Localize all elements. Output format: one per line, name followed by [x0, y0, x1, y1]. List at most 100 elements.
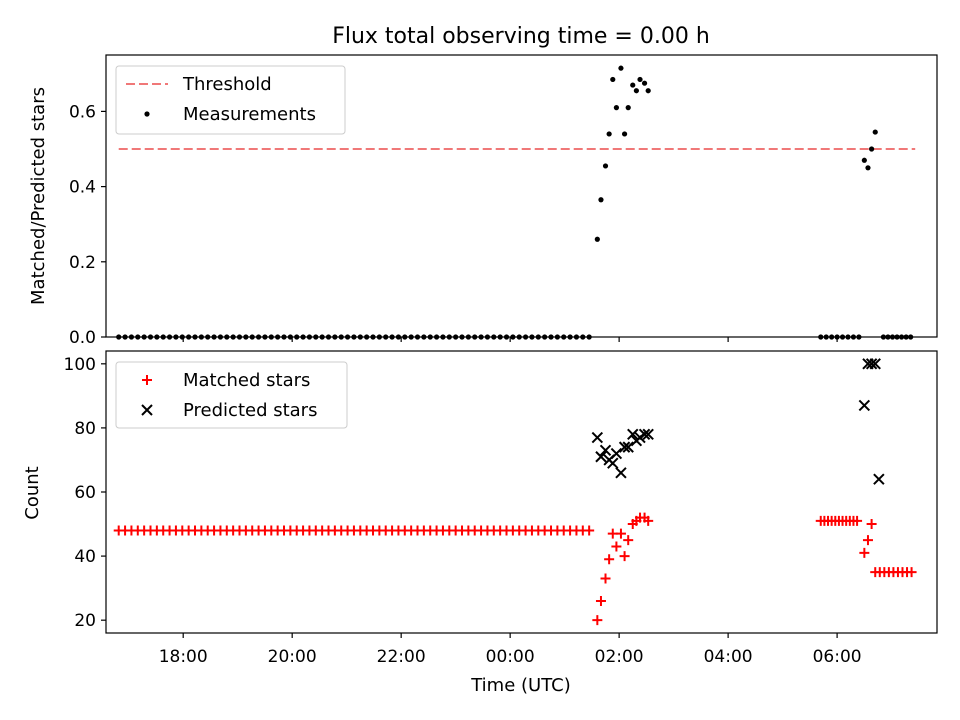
measurement-point	[903, 334, 909, 340]
bottom-x-tick-label: 04:00	[704, 647, 753, 667]
predicted-star-point	[865, 358, 878, 370]
measurement-point	[908, 334, 914, 340]
measurement-point	[633, 88, 639, 94]
matched-star-point	[592, 615, 603, 626]
measurement-point	[472, 334, 478, 340]
measurement-point	[128, 334, 135, 340]
legend-matched-swatch	[142, 375, 152, 385]
top-y-tick-label: 0.4	[69, 178, 96, 198]
bottom-x-tick-label: 00:00	[486, 647, 535, 667]
predicted-star-point	[618, 441, 631, 453]
measurement-point	[383, 334, 389, 340]
measurement-point	[561, 334, 567, 340]
bottom-y-tick-label: 80	[74, 419, 96, 439]
measurement-point	[613, 105, 620, 111]
measurement-point	[497, 334, 503, 340]
measurement-point	[402, 334, 408, 340]
measurement-point	[281, 334, 287, 340]
measurement-point	[300, 334, 306, 340]
measurement-point	[548, 334, 554, 340]
top-y-tick-label: 0.2	[69, 253, 96, 273]
measurement-point	[275, 334, 281, 340]
measurement-point	[880, 334, 887, 340]
measurement-point	[823, 334, 829, 340]
bottom-panel: 20 40 60 80 100 18:00 20:00 22:00 00:00 02:00 04:0…	[64, 350, 938, 667]
matched-star-point	[906, 567, 917, 578]
measurement-point	[160, 334, 166, 340]
measurement-point	[889, 334, 896, 340]
measurement-point	[332, 334, 338, 340]
measurement-point	[618, 65, 624, 71]
measurement-point	[325, 334, 332, 340]
measurement-point	[357, 334, 363, 340]
measurement-point	[173, 334, 179, 340]
measurement-point	[414, 334, 421, 340]
measurement-point	[834, 334, 840, 340]
bottom-y-tick-label: 60	[74, 483, 96, 503]
measurement-point	[249, 334, 255, 340]
measurement-point	[338, 334, 344, 340]
measurement-point	[535, 334, 541, 340]
measurement-point	[389, 334, 395, 340]
measurement-point	[294, 334, 300, 340]
measurement-point	[433, 334, 440, 340]
predicted-star-point	[595, 451, 607, 463]
measurement-point	[440, 334, 446, 340]
predicted-star-point	[858, 399, 871, 412]
bottom-y-axis-label: Count	[22, 466, 43, 519]
measurement-point	[510, 334, 516, 340]
bottom-x-tick-label: 20:00	[268, 647, 317, 667]
legend-measurements-swatch	[144, 111, 150, 117]
measurement-point	[818, 334, 824, 340]
bottom-x-tick-label: 18:00	[159, 647, 208, 667]
measurement-point	[542, 334, 548, 340]
matched-star-point	[866, 519, 877, 530]
measurement-point	[516, 334, 522, 340]
top-y-tick-label: 0.6	[69, 102, 96, 122]
bottom-x-tick-label: 22:00	[377, 647, 426, 667]
measurement-point	[529, 334, 535, 340]
legend-measurements-label: Measurements	[183, 104, 316, 125]
bottom-x-tick-label: 02:00	[595, 647, 644, 667]
measurement-point	[453, 334, 459, 340]
legend-predicted-label: Predicted stars	[183, 400, 317, 421]
measurement-point	[116, 334, 122, 340]
predicted-star-point	[869, 358, 881, 370]
measurement-point	[319, 334, 325, 340]
matched-star-point	[862, 535, 873, 546]
measurement-point	[224, 334, 230, 340]
measurement-point	[351, 334, 357, 340]
matched-star-point	[584, 525, 595, 536]
measurement-point	[268, 334, 274, 340]
matched-star-point	[623, 535, 634, 546]
measurement-point	[872, 129, 878, 135]
predicted-star-point	[622, 441, 634, 453]
measurement-point	[839, 334, 846, 340]
measurement-point	[885, 334, 891, 340]
matched-star-point	[859, 547, 870, 558]
measurement-point	[217, 334, 224, 340]
measurement-point	[573, 334, 580, 340]
measurement-point	[845, 334, 851, 340]
matched-star-point	[611, 541, 622, 552]
predicted-star-point	[638, 428, 651, 441]
predicted-star-point	[642, 428, 654, 441]
measurement-point	[598, 197, 604, 203]
measurement-point	[376, 334, 382, 340]
measurement-point	[395, 334, 402, 340]
predicted-star-point	[591, 431, 604, 444]
measurement-point	[522, 334, 529, 340]
predicted-star-point	[615, 467, 627, 479]
measurement-point	[205, 334, 211, 340]
measurement-point	[567, 334, 573, 340]
measurement-point	[427, 334, 433, 340]
measurement-point	[364, 334, 370, 340]
predicted-star-point	[599, 444, 612, 457]
measurement-point	[484, 334, 491, 340]
measurement-point	[625, 105, 631, 111]
legend-predicted-swatch	[141, 404, 153, 416]
legend-matched-label: Matched stars	[183, 370, 310, 391]
measurement-point	[606, 131, 612, 137]
measurement-point	[255, 334, 262, 340]
